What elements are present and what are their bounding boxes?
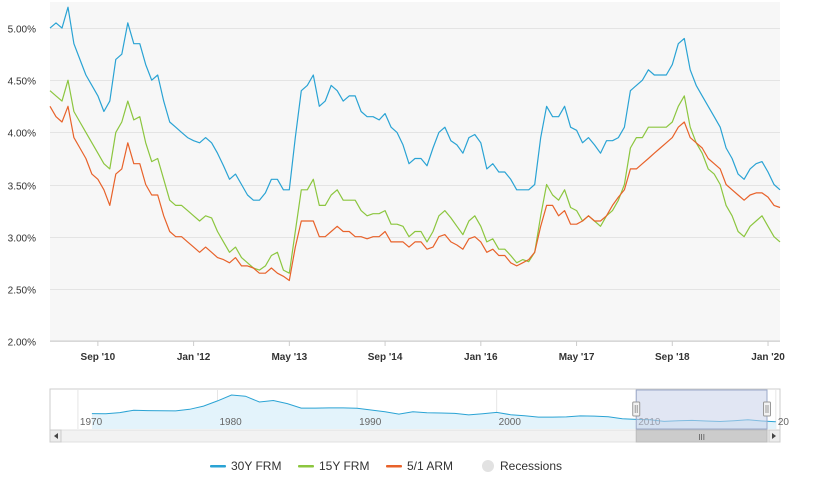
legend-swatch-icon <box>210 465 226 468</box>
x-tick-label: Sep '18 <box>655 352 690 363</box>
x-tick-label: Sep '10 <box>81 352 116 363</box>
x-tick-label: May '13 <box>271 352 307 363</box>
legend-item-30y-frm[interactable]: 30Y FRM <box>210 459 281 473</box>
scroll-right-arrow-icon <box>772 433 776 439</box>
navigator-year-label: 1980 <box>219 417 242 428</box>
series-line-15y-frm[interactable] <box>49 79 781 274</box>
navigator-handle-right[interactable] <box>763 401 771 417</box>
y-tick-label: 5.00% <box>8 25 36 36</box>
y-tick-label: 3.50% <box>8 182 36 193</box>
navigator-selection[interactable] <box>635 389 768 430</box>
x-tick-label: Jan '16 <box>464 352 498 363</box>
navigator-year-label: 20 <box>778 417 790 428</box>
navigator-area <box>91 395 776 429</box>
legend-swatch-icon <box>386 465 402 468</box>
series-line-5-1-arm[interactable] <box>49 105 781 282</box>
navigator-year-label: 1970 <box>80 417 103 428</box>
x-tick-label: Jan '12 <box>177 352 211 363</box>
handle-grip[interactable] <box>763 401 771 417</box>
legend-item-5-1-arm[interactable]: 5/1 ARM <box>386 459 453 473</box>
navigator-year-label: 2000 <box>499 417 522 428</box>
legend-item-recessions[interactable]: Recessions <box>482 459 562 473</box>
navigator[interactable]: 1970198019902000201020 <box>49 388 790 431</box>
legend-label: Recessions <box>500 459 562 473</box>
legend-swatch-icon <box>298 465 314 468</box>
x-tick-label: Sep '14 <box>368 352 403 363</box>
scrollbar-grip[interactable]: III <box>698 433 705 442</box>
legend-label: 30Y FRM <box>231 459 281 473</box>
x-tick-label: Jan '20 <box>751 352 785 363</box>
scrollbar-thumb[interactable] <box>635 429 768 443</box>
y-tick-label: 2.00% <box>8 338 36 349</box>
x-tick-label: May '17 <box>559 352 595 363</box>
legend-label: 15Y FRM <box>319 459 369 473</box>
scroll-left-arrow-icon <box>54 433 58 439</box>
legend-item-15y-frm[interactable]: 15Y FRM <box>298 459 369 473</box>
y-tick-label: 4.50% <box>8 77 36 88</box>
legend: 30Y FRM 15Y FRM 5/1 ARM Recessions <box>210 459 562 473</box>
legend-label: 5/1 ARM <box>407 459 453 473</box>
y-axis: 5.00% 4.50% 4.00% 3.50% 3.00% 2.50% 2.00% <box>8 25 36 349</box>
y-tick-label: 4.00% <box>8 129 36 140</box>
navigator-handle-left[interactable] <box>632 401 641 417</box>
legend-swatch-icon <box>482 460 494 472</box>
x-axis: Sep '10 Jan '12 May '13 Sep '14 Jan '16 May '… <box>81 341 785 363</box>
plot-background <box>50 2 780 341</box>
y-tick-label: 2.50% <box>8 286 36 297</box>
series-line-30y-frm[interactable] <box>49 6 781 201</box>
navigator-year-label: 1990 <box>359 417 382 428</box>
series-group[interactable] <box>49 6 781 282</box>
scrollbar[interactable]: III <box>49 429 781 443</box>
y-tick-label: 3.00% <box>8 234 36 245</box>
handle-grip[interactable] <box>632 401 641 417</box>
